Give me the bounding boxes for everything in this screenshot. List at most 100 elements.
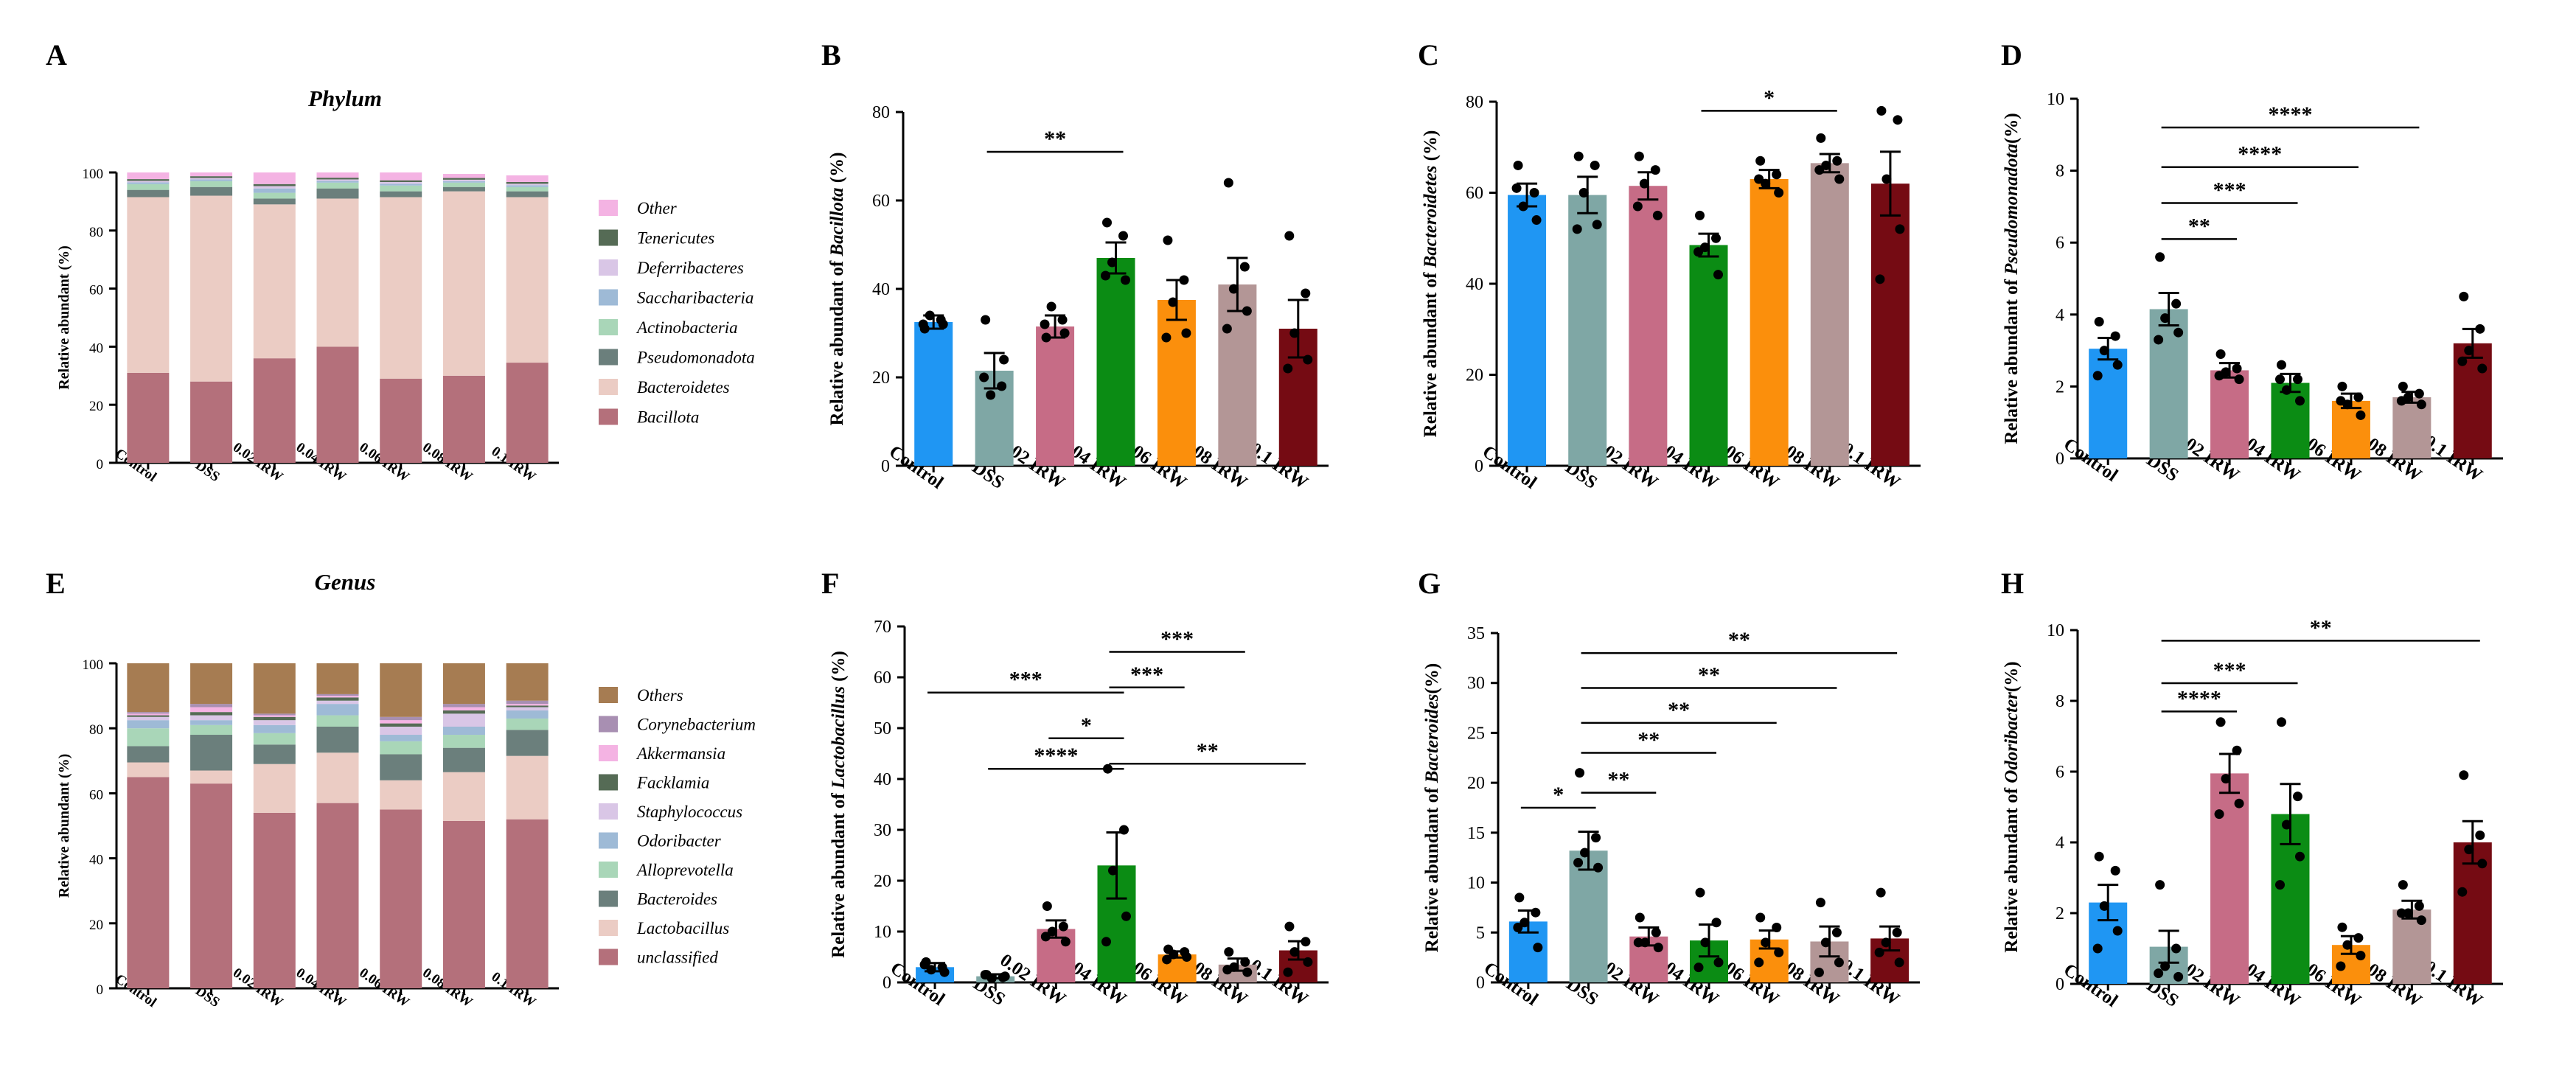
- data-point-0-02-irw: [1635, 912, 1645, 923]
- stack-segment-actinobacteria-control: [127, 184, 170, 190]
- significance-label: ***: [1160, 627, 1194, 651]
- data-point-0-02-irw: [1040, 319, 1050, 329]
- panel-letter-b: B: [821, 38, 841, 71]
- data-point-0-08-irw: [2398, 381, 2408, 391]
- data-point-0-04-irw: [1700, 937, 1710, 948]
- y-tick-label: 35: [1467, 624, 1485, 643]
- stack-segment-deferribacteres-0-02-irw: [253, 186, 296, 189]
- stack-segment-bacteroidetes-dss: [190, 195, 233, 382]
- legend-swatch-saccharibacteria: [599, 289, 618, 306]
- stack-segment-odoribacter-control: [127, 720, 170, 729]
- data-point-0-06-irw: [1161, 332, 1172, 343]
- stack-segment-lactobacillus-0-08-irw: [442, 772, 485, 821]
- stack-segment-bacteroidetes-0-06-irw: [380, 197, 422, 379]
- y-tick-label: 10: [2047, 90, 2064, 109]
- stack-segment-tenericutes-dss: [190, 176, 233, 178]
- stack-segment-odoribacter-0-02-irw: [253, 724, 296, 733]
- stack-segment-saccharibacteria-control: [127, 182, 170, 184]
- significance-label: ****: [2238, 142, 2282, 167]
- y-tick-label: 5: [1476, 923, 1485, 943]
- stack-segment-other-0-02-irw: [253, 172, 296, 184]
- significance-label: ****: [2269, 102, 2313, 127]
- data-point-0-1-irw: [2464, 845, 2474, 855]
- stack-segment-bacteroidetes-0-08-irw: [442, 191, 485, 376]
- stack-segment-odoribacter-0-08-irw: [442, 726, 485, 736]
- legend-label-tenericutes: Tenericutes: [637, 229, 714, 248]
- stack-segment-bacteroidetes-control: [127, 197, 170, 373]
- stack-segment-bacteroides-control: [127, 746, 170, 763]
- stack-segment-alloprevotella-0-1-irw: [506, 718, 549, 730]
- data-point-dss: [1572, 224, 1582, 234]
- legend-label-facklamia: Facklamia: [636, 774, 709, 792]
- data-point-0-08-irw: [1832, 156, 1842, 166]
- data-point-0-1-irw: [1875, 274, 1885, 284]
- data-point-0-1-irw: [1881, 174, 1892, 184]
- legend-label-other: Other: [637, 199, 678, 217]
- y-tick-label: 100: [83, 167, 104, 182]
- stack-segment-deferribacteres-0-1-irw: [506, 184, 549, 186]
- legend-label-bacteroidetes: Bacteroidetes: [637, 378, 730, 396]
- data-point-0-1-irw: [1301, 937, 1311, 947]
- data-point-dss: [999, 354, 1009, 365]
- stack-segment-deferribacteres-0-04-irw: [316, 179, 359, 181]
- data-point-0-02-irw: [1651, 927, 1661, 937]
- data-point-0-02-irw: [2214, 371, 2224, 381]
- data-point-0-02-irw: [2215, 349, 2226, 359]
- data-point-0-08-irw: [1831, 927, 1842, 937]
- data-point-0-04-irw: [1693, 247, 1703, 257]
- data-point-0-06-irw: [1754, 174, 1764, 184]
- y-tick-label: 0: [97, 457, 104, 472]
- legend-label-saccharibacteria: Saccharibacteria: [637, 289, 753, 307]
- y-axis-label-prefix: Relative abundant of: [1421, 268, 1441, 437]
- bar-0-06-irw: [2331, 400, 2370, 458]
- stack-segment-saccharibacteria-0-02-irw: [253, 188, 296, 193]
- legend-label-others: Others: [637, 686, 683, 705]
- significance-label: ****: [1034, 744, 1078, 768]
- y-tick-label: 20: [89, 918, 103, 933]
- y-tick-label: 100: [83, 657, 104, 673]
- stack-segment-deferribacteres-control: [127, 181, 170, 183]
- legend-label-bacteroides: Bacteroides: [637, 890, 717, 909]
- data-point-control: [1514, 892, 1525, 903]
- data-point-0-04-irw: [2295, 851, 2305, 862]
- stack-segment-saccharibacteria-0-08-irw: [442, 181, 485, 183]
- stack-segment-bacteroides-dss: [190, 735, 233, 771]
- data-point-control: [1513, 923, 1523, 933]
- data-point-control: [2094, 851, 2104, 862]
- data-point-0-02-irw: [1046, 301, 1056, 312]
- stack-segment-unclassified-control: [127, 777, 170, 988]
- data-point-0-04-irw: [1107, 257, 1117, 268]
- legend-swatch-actinobacteria: [599, 319, 618, 335]
- data-point-0-04-irw: [2293, 792, 2302, 802]
- y-tick-label: 0: [1475, 457, 1483, 476]
- data-point-0-02-irw: [1632, 201, 1643, 212]
- data-point-dss: [2155, 252, 2165, 262]
- stack-segment-lactobacillus-0-02-irw: [253, 764, 296, 813]
- data-point-0-06-irw: [1774, 188, 1784, 198]
- y-tick-label: 4: [2055, 834, 2064, 853]
- significance-label: ***: [2213, 178, 2246, 203]
- bar-0-02-irw: [1629, 186, 1668, 467]
- significance-label: **: [1668, 698, 1690, 722]
- data-point-0-06-irw: [1755, 156, 1766, 166]
- data-point-0-02-irw: [1040, 932, 1051, 942]
- y-tick-label: 20: [872, 368, 890, 388]
- data-point-0-08-irw: [1242, 967, 1253, 977]
- data-point-0-02-irw: [1640, 937, 1650, 948]
- y-tick-label: 0: [881, 457, 890, 476]
- y-axis-label-prefix: Relative abundant of: [2002, 275, 2022, 444]
- stack-segment-alloprevotella-0-04-irw: [316, 715, 359, 727]
- significance-label: *: [1764, 85, 1775, 110]
- stack-segment-staphylococcus-control: [127, 716, 170, 721]
- data-point-control: [1533, 943, 1543, 953]
- stack-segment-facklamia-0-04-irw: [316, 697, 359, 701]
- stack-segment-tenericutes-0-04-irw: [316, 178, 359, 180]
- data-point-0-1-irw: [2459, 291, 2469, 301]
- legend-label-lactobacillus: Lactobacillus: [636, 919, 729, 937]
- data-point-dss: [1573, 857, 1584, 867]
- y-tick-label: 30: [1467, 674, 1485, 694]
- stack-segment-bacteroidetes-0-04-irw: [316, 198, 359, 347]
- data-point-0-1-irw: [1303, 957, 1313, 967]
- data-point-0-06-irw: [1179, 275, 1189, 285]
